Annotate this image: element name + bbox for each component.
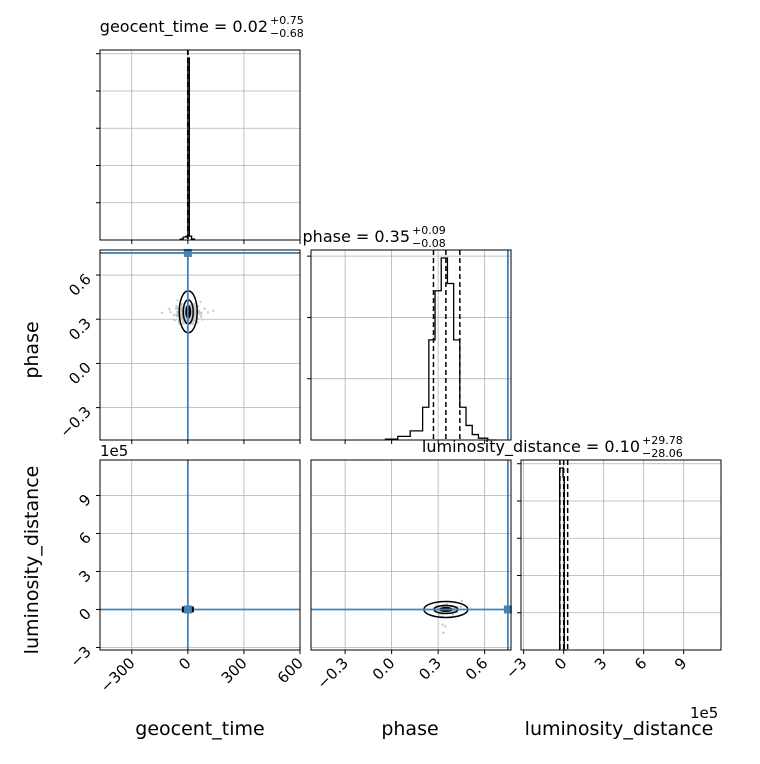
scatter-point [444, 625, 447, 628]
y-tick-label: 6 [75, 529, 94, 548]
panel-border [310, 459, 512, 651]
scatter-point [198, 311, 201, 314]
panel-title-text: luminosity_distance = 0.10 [422, 437, 640, 457]
panel-title-text: phase = 0.35 [303, 227, 410, 246]
scatter-point [200, 311, 203, 315]
panel-scatter-phase-luminosity_distance [310, 459, 512, 654]
scatter-point [172, 314, 176, 317]
x-tick-label: 9 [671, 654, 690, 673]
panel-background [100, 460, 300, 650]
y-tick-label: 9 [75, 491, 94, 510]
scatter-point [203, 307, 207, 310]
y-tick-label: 0 [75, 605, 94, 624]
panel-hist-luminosity_distance [517, 459, 722, 654]
panel-background [521, 460, 721, 650]
scatter-point [200, 315, 203, 318]
scatter-point [191, 319, 195, 323]
y-offset-text: 1e5 [100, 442, 128, 460]
scatter-point [160, 311, 164, 314]
x-tick-label: −0.3 [313, 654, 351, 692]
panel-hist-phase [307, 249, 512, 444]
panel-border [99, 49, 301, 241]
x-tick-label: 0.6 [462, 654, 492, 684]
panel-background [100, 50, 300, 240]
scatter-point [194, 312, 197, 315]
truth-marker [503, 605, 512, 614]
scatter-point [176, 299, 179, 302]
y-axis-label: phase [21, 321, 43, 378]
y-axis-label: luminosity_distance [21, 466, 43, 655]
x-tick-label: 3 [591, 654, 610, 673]
panel-background [311, 460, 511, 650]
scatter-point [181, 302, 184, 305]
x-axis-label: luminosity_distance [525, 718, 714, 740]
x-axis-label: geocent_time [135, 718, 264, 740]
panel-scatter-geocent_time-phase [96, 248, 301, 444]
panel-title-upper-error: +29.78 [642, 434, 683, 447]
panel-title-lower-error: −0.08 [412, 237, 446, 250]
panel-title-upper-error: +0.09 [412, 224, 446, 237]
panel-title-lower-error: −0.68 [270, 27, 304, 40]
scatter-point [169, 311, 172, 314]
scatter-point [451, 613, 455, 616]
scatter-point [175, 304, 178, 308]
x-axis-label: phase [381, 718, 438, 740]
scatter-point [460, 599, 463, 603]
panel-title-lower-error: −28.06 [642, 447, 683, 460]
panel-title-upper-error: +0.75 [270, 14, 304, 27]
y-tick-label: 0.0 [65, 359, 95, 389]
y-tick-label: 3 [75, 567, 94, 586]
scatter-point [175, 313, 178, 316]
panel-border [99, 459, 301, 651]
panel-scatter-geocent_time-luminosity_distance [96, 459, 301, 654]
scatter-point [175, 307, 178, 311]
x-tick-label: −300 [97, 654, 139, 696]
panel-background [311, 250, 511, 440]
x-tick-label: −3 [502, 654, 530, 682]
scatter-point [168, 307, 171, 311]
panel-background [100, 250, 300, 440]
x-tick-label: 0.3 [415, 654, 445, 684]
histogram-step [384, 257, 498, 441]
x-tick-label: 0 [175, 654, 194, 673]
x-tick-label: 0.0 [369, 654, 399, 684]
scatter-point [176, 310, 179, 314]
panel-hist-geocent_time [96, 49, 301, 244]
x-tick-label: 300 [218, 654, 251, 687]
panel-border [520, 459, 722, 651]
scatter-point [199, 300, 202, 303]
scatter-point [442, 631, 445, 635]
y-tick-label: −3 [66, 643, 94, 671]
scatter-point [201, 318, 204, 321]
scatter-point [206, 311, 210, 314]
truth-marker [183, 605, 192, 614]
truth-marker [183, 248, 192, 257]
y-tick-label: 0.3 [65, 314, 95, 344]
y-tick-label: −0.3 [56, 403, 94, 441]
x-offset-text: 1e5 [690, 704, 718, 722]
scatter-point [179, 310, 183, 314]
scatter-point [173, 318, 176, 321]
y-tick-label: 0.6 [65, 270, 95, 300]
panel-title-text: geocent_time = 0.02 [100, 17, 268, 37]
scatter-point [459, 605, 462, 609]
panel-border [99, 249, 301, 441]
scatter-point [441, 623, 444, 626]
x-tick-label: 6 [631, 654, 650, 673]
scatter-point [212, 309, 215, 312]
x-tick-label: 0 [551, 654, 570, 673]
x-tick-label: 600 [274, 654, 307, 687]
scatter-point [191, 322, 195, 326]
panel-border [310, 249, 512, 441]
